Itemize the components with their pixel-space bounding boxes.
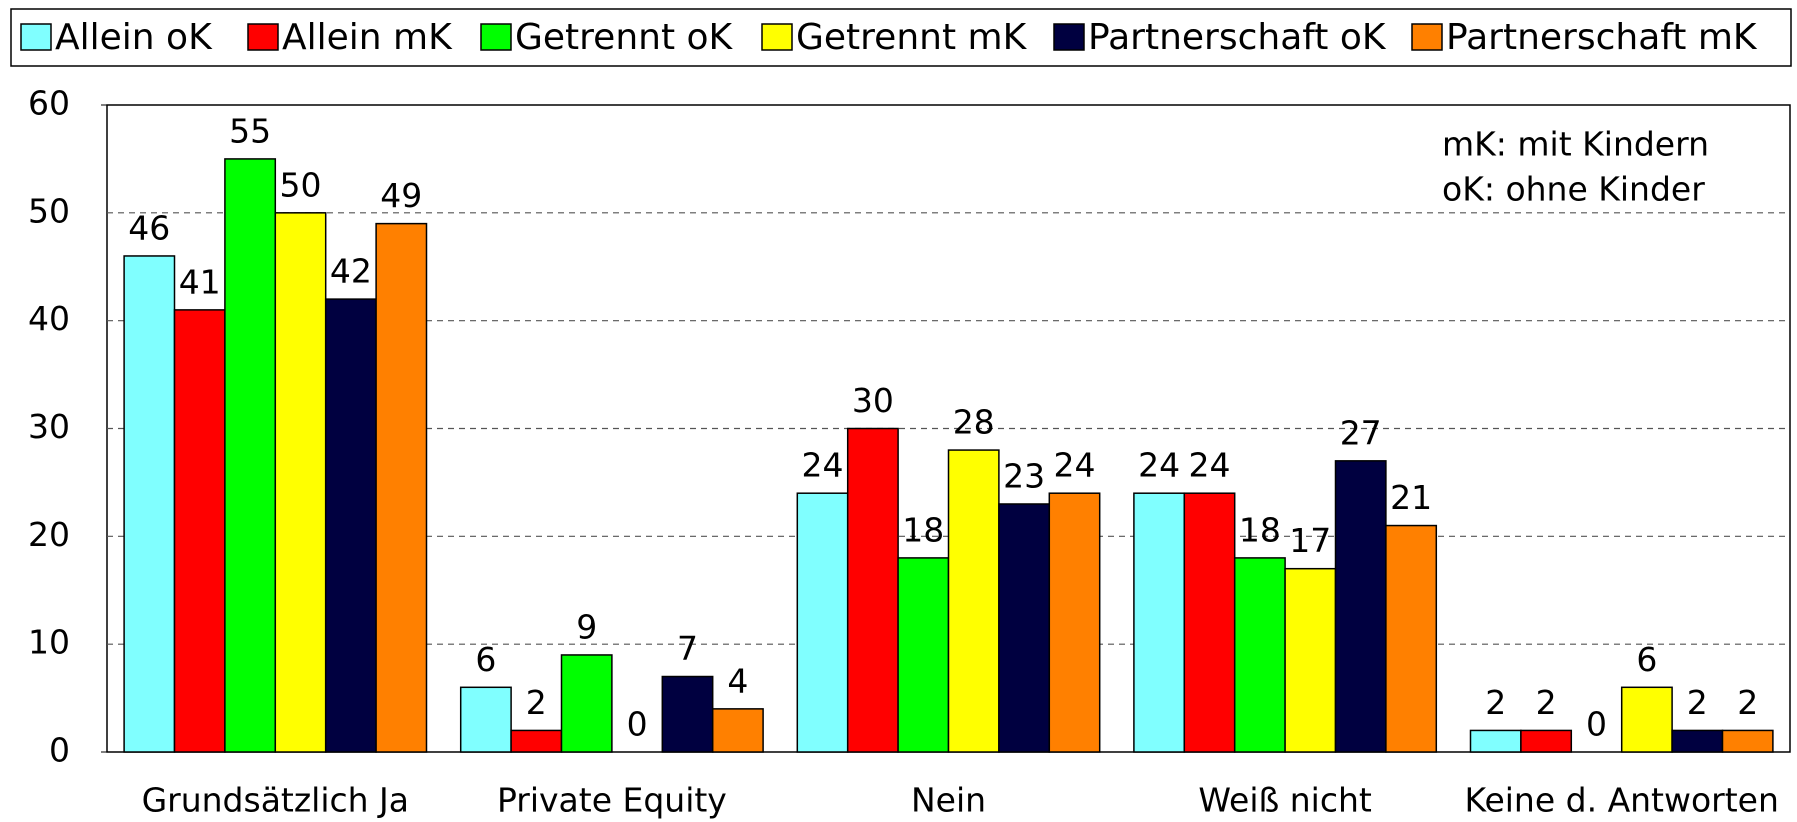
legend-swatch	[761, 23, 793, 51]
legend-swatch	[1053, 23, 1085, 51]
value-label: 18	[1239, 510, 1281, 549]
value-label: 17	[1289, 521, 1331, 560]
x-tick-label: Private Equity	[497, 781, 727, 820]
bar	[947, 449, 1000, 753]
bar	[796, 492, 849, 753]
y-tick-label: 60	[28, 84, 70, 123]
legend-label: Partnerschaft oK	[1088, 17, 1387, 58]
bar	[173, 309, 226, 753]
bar	[1620, 686, 1673, 753]
bar	[459, 686, 512, 753]
value-label: 23	[1003, 456, 1045, 495]
bar	[274, 212, 327, 753]
x-tick-label: Nein	[911, 781, 986, 820]
value-label: 42	[330, 252, 372, 291]
value-label: 21	[1390, 478, 1432, 517]
bar	[897, 557, 950, 753]
value-label: 49	[380, 176, 422, 215]
value-label: 4	[727, 661, 748, 700]
legend-label: Allein mK	[282, 17, 453, 58]
legend-label: Allein oK	[55, 17, 213, 58]
value-label: 28	[953, 403, 995, 442]
y-tick-label: 0	[49, 731, 70, 770]
bar	[123, 255, 176, 753]
value-label: 24	[1138, 446, 1180, 485]
bar	[1721, 729, 1774, 753]
value-label: 0	[1586, 705, 1607, 744]
bar	[1233, 557, 1286, 753]
bar	[711, 708, 764, 753]
bar	[998, 503, 1051, 753]
bar	[846, 427, 899, 753]
bar	[1385, 524, 1438, 753]
value-label: 9	[576, 607, 597, 646]
bar	[560, 654, 613, 753]
legend-swatch	[480, 23, 512, 51]
value-label: 2	[1536, 683, 1557, 722]
value-label: 18	[902, 510, 944, 549]
legend-swatch	[1411, 23, 1443, 51]
bar	[375, 222, 428, 753]
bar	[1469, 729, 1522, 753]
legend-box	[10, 8, 1792, 67]
x-tick-label: Grundsätzlich Ja	[142, 781, 409, 820]
value-label: 2	[1485, 683, 1506, 722]
legend-label: Getrennt oK	[515, 17, 734, 58]
value-label: 24	[1054, 446, 1096, 485]
bar	[1183, 492, 1236, 753]
bar	[661, 675, 714, 753]
legend-label: Getrennt mK	[796, 17, 1028, 58]
value-label: 2	[526, 683, 547, 722]
value-label: 0	[627, 705, 648, 744]
y-tick-label: 10	[28, 623, 70, 662]
legend-swatch	[247, 23, 279, 51]
bar	[1334, 460, 1387, 753]
value-label: 27	[1340, 413, 1382, 452]
value-label: 6	[1636, 640, 1657, 679]
value-label: 41	[179, 262, 221, 301]
value-label: 55	[229, 111, 271, 150]
bar	[1284, 567, 1337, 753]
legend-label: Partnerschaft mK	[1446, 17, 1758, 58]
bar	[1671, 729, 1724, 753]
bar	[324, 298, 377, 753]
bar	[510, 729, 563, 753]
value-label: 2	[1737, 683, 1758, 722]
annotation: mK: mit Kindern	[1442, 125, 1709, 164]
y-tick-label: 20	[28, 515, 70, 554]
value-label: 24	[1189, 446, 1231, 485]
bar	[1520, 729, 1573, 753]
annotation: oK: ohne Kinder	[1442, 170, 1705, 209]
x-tick-label: Keine d. Antworten	[1464, 781, 1778, 820]
value-label: 6	[475, 640, 496, 679]
value-label: 24	[802, 446, 844, 485]
bar	[1048, 492, 1101, 753]
y-tick-label: 50	[28, 191, 70, 230]
value-label: 46	[128, 208, 170, 247]
value-label: 50	[280, 165, 322, 204]
y-tick-label: 40	[28, 299, 70, 338]
bar	[1133, 492, 1186, 753]
value-label: 2	[1687, 683, 1708, 722]
bar	[224, 158, 277, 753]
value-label: 7	[677, 629, 698, 668]
y-tick-label: 30	[28, 407, 70, 446]
x-tick-label: Weiß nicht	[1198, 781, 1372, 820]
value-label: 30	[852, 381, 894, 420]
legend-swatch	[20, 23, 52, 51]
